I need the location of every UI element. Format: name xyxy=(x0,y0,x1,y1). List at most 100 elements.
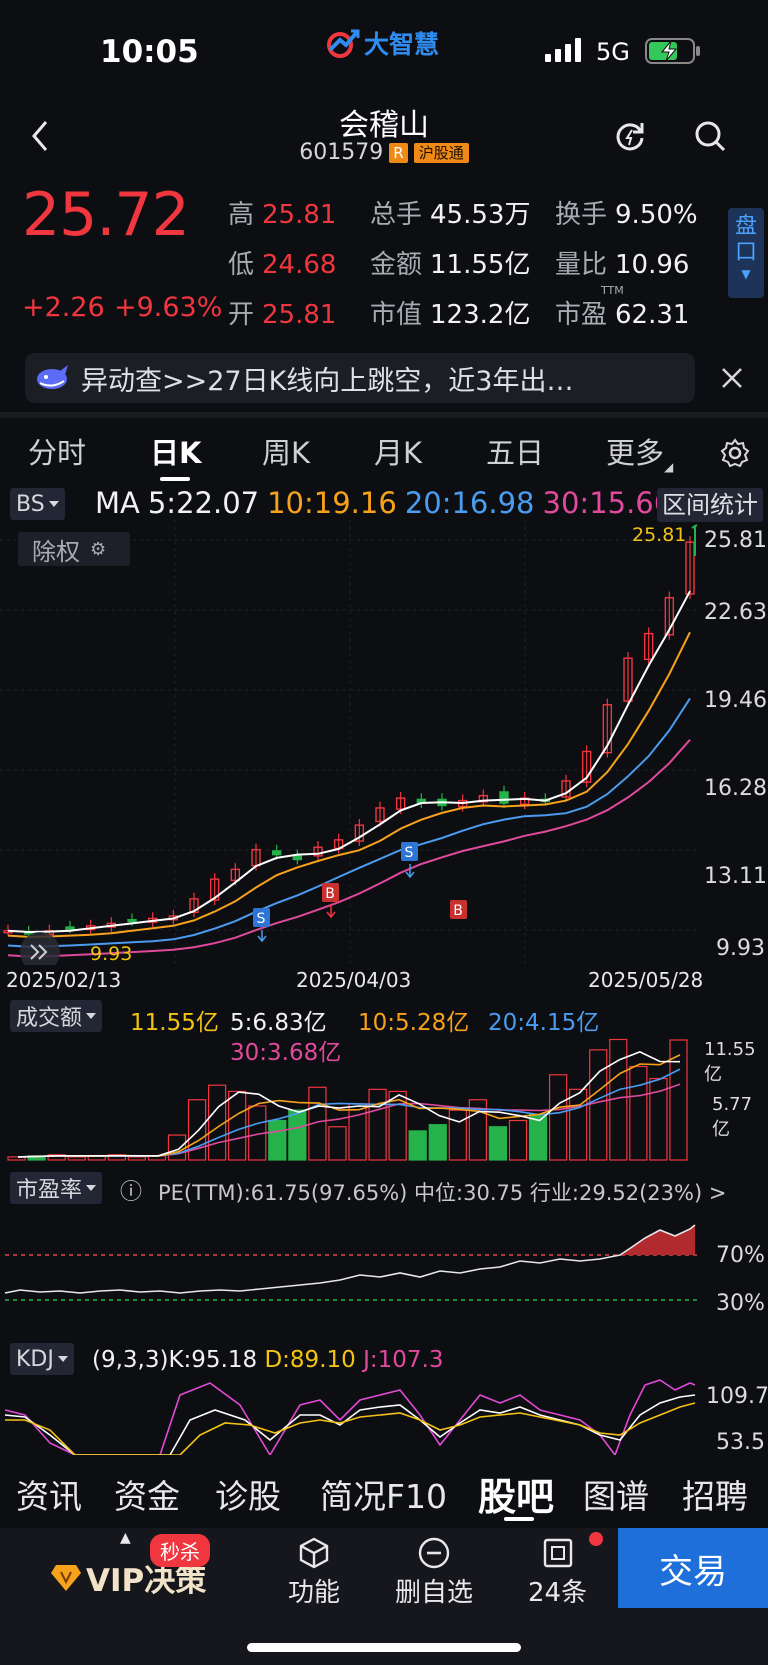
vol-ratio-cell: 量比 10.96 xyxy=(555,244,689,281)
candle-body xyxy=(561,780,571,798)
volume-value: 45.53万 xyxy=(430,200,531,230)
vol-tick-2: 5.77亿 xyxy=(712,1094,753,1140)
divider xyxy=(0,412,768,418)
pe-selector[interactable]: 市盈率 xyxy=(10,1172,103,1204)
volume-bar xyxy=(308,1086,327,1161)
max-marker xyxy=(691,524,698,556)
signal-s-2: S xyxy=(401,842,418,879)
kdj-d: D:89.10 xyxy=(264,1347,356,1373)
info-icon[interactable]: ⓘ xyxy=(120,1180,143,1205)
settings-gear-icon[interactable] xyxy=(720,438,750,468)
volume-selector-label: 成交额 xyxy=(16,1006,83,1031)
volume-selector[interactable]: 成交额 xyxy=(10,1000,103,1032)
amount-value: 11.55亿 xyxy=(430,250,531,280)
volume-bar xyxy=(448,1109,467,1161)
tab-weekly-k[interactable]: 周K xyxy=(262,436,311,470)
messages-button[interactable]: 24条 xyxy=(528,1536,587,1609)
ma10-value: 10:19.16 xyxy=(267,486,397,520)
ma5-line xyxy=(7,590,691,934)
tab-more[interactable]: 更多◢ xyxy=(606,430,673,474)
tab-diagnose[interactable]: 诊股 xyxy=(215,1477,281,1516)
tab-funds[interactable]: 资金 xyxy=(114,1477,180,1516)
candle-body xyxy=(395,797,406,810)
date-mid: 2025/04/03 xyxy=(296,968,412,992)
pankou-button[interactable]: 盘 口 ▼ xyxy=(728,208,764,298)
kline-chart[interactable]: S B S B xyxy=(0,520,768,965)
tab-graph[interactable]: 图谱 xyxy=(583,1477,649,1516)
stock-name: 会稽山 xyxy=(339,108,429,143)
pe-line xyxy=(4,1224,696,1294)
y-tick-3: 19.46 xyxy=(704,688,767,713)
close-icon[interactable] xyxy=(718,364,746,392)
function-button[interactable]: 功能 xyxy=(288,1536,340,1609)
kdj-d-line xyxy=(5,1402,696,1455)
amount-cell: 金额 11.55亿 xyxy=(370,244,530,281)
pe-selector-label: 市盈率 xyxy=(16,1178,83,1203)
tab-five-day[interactable]: 五日 xyxy=(486,436,545,470)
candle-body xyxy=(354,824,365,842)
volume-current: 11.55亿 xyxy=(130,1010,219,1036)
caret-down-icon xyxy=(48,501,59,507)
kdj-k: K:95.18 xyxy=(168,1347,258,1373)
tab-daily-k[interactable]: 日K xyxy=(150,436,202,470)
min-marker-label: 9.93 xyxy=(90,943,133,965)
volume-bar xyxy=(569,1088,588,1161)
signal-icon xyxy=(545,38,581,62)
volume-bar xyxy=(207,1084,227,1161)
seckill-badge: 秒杀 xyxy=(150,1534,210,1567)
signal-b-1-text: B xyxy=(325,886,335,902)
volume-bar xyxy=(649,1077,668,1161)
turnover-value: 9.50% xyxy=(615,200,698,230)
search-icon[interactable] xyxy=(693,118,727,154)
remove-favorite-button[interactable]: 删自选 xyxy=(395,1536,473,1609)
alert-icon-wrap xyxy=(25,353,81,403)
volume-bar xyxy=(107,1154,126,1161)
low-cell: 低 24.68 xyxy=(228,244,336,281)
scroll-left-button[interactable] xyxy=(20,932,60,965)
trade-button[interactable]: 交易 xyxy=(618,1528,768,1608)
status-time: 10:05 xyxy=(100,34,199,70)
kdj-tick-low: 53.5 xyxy=(716,1430,765,1455)
volume-bar xyxy=(488,1126,508,1161)
volume-bar xyxy=(47,1154,66,1161)
volume-bar xyxy=(528,1113,548,1161)
ma30-value: 30:15.66 xyxy=(542,486,673,520)
candle-body xyxy=(499,791,509,804)
y-tick-5: 13.11 xyxy=(704,864,767,889)
back-icon[interactable] xyxy=(26,118,56,154)
y-tick-2: 22.63 xyxy=(704,600,767,625)
brand-logo: 大智慧 xyxy=(326,26,439,60)
pe-summary[interactable]: PE(TTM):61.75(97.65%) 中位:30.75 行业:29.52(… xyxy=(158,1181,727,1205)
high-cell: 高 25.81 xyxy=(228,194,336,231)
refresh-icon[interactable] xyxy=(612,118,648,154)
kdj-tick-high: 109.7 xyxy=(706,1384,768,1409)
change-amount: +2.26 xyxy=(22,292,105,323)
tab-news[interactable]: 资讯 xyxy=(16,1477,82,1516)
fuquan-button[interactable]: 除权 ⚙ xyxy=(18,532,130,566)
home-indicator xyxy=(247,1643,521,1652)
brand-mark-icon xyxy=(327,29,360,58)
margin-tag: R xyxy=(389,142,408,163)
alert-banner[interactable]: 异动查>>27日K线向上跳空，近3年出… xyxy=(25,353,695,403)
pankou-char-1: 盘 xyxy=(734,214,757,239)
kdj-selector[interactable]: KDJ xyxy=(10,1343,74,1375)
range-stats-button[interactable]: 区间统计 xyxy=(657,488,763,522)
function-label: 功能 xyxy=(288,1578,341,1608)
candle-body xyxy=(313,846,323,857)
volume-bar xyxy=(589,1049,608,1161)
tab-forum[interactable]: 股吧 xyxy=(478,1475,555,1519)
vip-decision-button[interactable]: VIP决策 xyxy=(50,1555,206,1600)
volume-bar xyxy=(328,1126,347,1161)
high-value: 25.81 xyxy=(262,200,337,230)
bs-selector[interactable]: BS xyxy=(10,488,65,520)
candle-body xyxy=(209,878,220,901)
tab-f10[interactable]: 简况F10 xyxy=(320,1477,447,1516)
volume-bar xyxy=(167,1134,187,1161)
volume-ma20: 20:4.15亿 xyxy=(488,1010,600,1036)
volume-bar xyxy=(508,1119,528,1161)
tab-monthly-k[interactable]: 月K xyxy=(374,436,423,470)
volume-chart[interactable] xyxy=(0,1030,768,1165)
tab-intraday[interactable]: 分时 xyxy=(28,436,87,470)
tab-jobs[interactable]: 招聘 xyxy=(682,1477,748,1516)
pe-tick-70: 70% xyxy=(716,1243,765,1268)
